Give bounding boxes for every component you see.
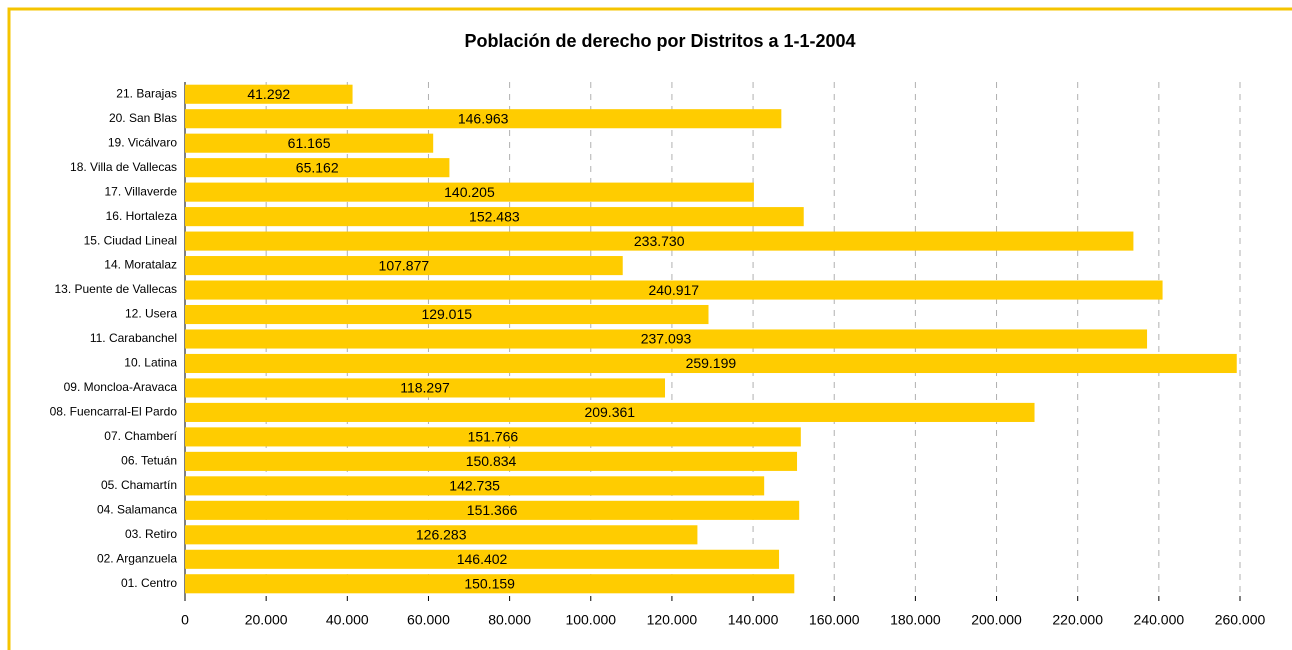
y-tick-label: 06. Tetuán — [121, 454, 177, 468]
y-tick-label: 16. Hortaleza — [106, 209, 178, 223]
value-label: 118.297 — [400, 380, 450, 396]
y-tick-label: 21. Barajas — [116, 86, 177, 100]
bar — [185, 256, 623, 276]
value-label: 150.834 — [466, 453, 517, 469]
value-label: 240.917 — [648, 282, 699, 298]
bar — [185, 378, 666, 398]
value-label: 61.165 — [288, 135, 331, 151]
bar — [185, 525, 698, 545]
y-tick-label: 09. Moncloa-Aravaca — [64, 380, 178, 394]
bar — [185, 158, 450, 178]
y-tick-label: 08. Fuencarral-El Pardo — [50, 405, 178, 419]
bar — [185, 231, 1134, 251]
bar — [185, 353, 1237, 374]
x-tick-label: 140.000 — [728, 612, 779, 628]
value-label: 41.292 — [247, 86, 290, 102]
y-tick-label: 10. Latina — [124, 356, 177, 370]
bar — [185, 427, 801, 447]
bar — [185, 84, 353, 104]
value-label: 259.199 — [686, 355, 737, 371]
value-label: 107.877 — [379, 257, 430, 273]
x-tick-label: 260.000 — [1215, 612, 1266, 628]
y-tick-label: 04. Salamanca — [97, 503, 177, 517]
bar — [185, 402, 1035, 422]
bar — [185, 207, 804, 227]
y-tick-label: 18. Villa de Vallecas — [70, 160, 177, 174]
y-tick-label: 14. Moratalaz — [104, 258, 177, 272]
value-label: 146.402 — [457, 551, 508, 567]
frame — [7, 7, 1292, 650]
value-label: 237.093 — [641, 331, 692, 347]
y-tick-label: 01. Centro — [121, 576, 177, 590]
value-label: 151.366 — [467, 502, 518, 518]
value-label: 150.159 — [464, 575, 515, 591]
x-tick-label: 220.000 — [1052, 612, 1103, 628]
value-label: 129.015 — [421, 306, 472, 322]
chart-title: Población de derecho por Distritos a 1-1… — [464, 31, 855, 51]
bar — [185, 182, 754, 202]
y-tick-label: 17. Villaverde — [105, 184, 178, 198]
y-tick-label: 19. Vicálvaro — [108, 135, 177, 149]
x-tick-label: 60.000 — [407, 612, 450, 628]
bar — [185, 329, 1148, 349]
bar — [185, 549, 780, 569]
x-tick-label: 120.000 — [647, 612, 698, 628]
x-tick-label: 160.000 — [809, 612, 860, 628]
x-tick-label: 200.000 — [971, 612, 1022, 628]
x-tick-label: 100.000 — [565, 612, 616, 628]
bar — [185, 451, 798, 471]
value-label: 146.963 — [458, 110, 509, 126]
y-tick-label: 20. San Blas — [109, 111, 177, 125]
x-tick-label: 240.000 — [1134, 612, 1185, 628]
x-tick-label: 80.000 — [488, 612, 531, 628]
bar — [185, 133, 434, 153]
y-tick-label: 13. Puente de Vallecas — [54, 282, 177, 296]
y-tick-label: 03. Retiro — [125, 527, 177, 541]
value-label: 209.361 — [584, 404, 635, 420]
value-label: 65.162 — [296, 159, 339, 175]
value-label: 140.205 — [444, 184, 495, 200]
bar — [185, 500, 800, 520]
y-tick-label: 02. Arganzuela — [97, 551, 177, 565]
y-tick-label: 05. Chamartín — [101, 478, 177, 492]
value-label: 152.483 — [469, 208, 520, 224]
x-tick-label: 0 — [181, 612, 189, 628]
bar — [185, 476, 765, 496]
y-tick-label: 11. Carabanchel — [90, 331, 177, 345]
bar — [185, 304, 709, 325]
x-tick-label: 20.000 — [245, 612, 288, 628]
y-tick-label: 07. Chamberí — [104, 429, 177, 443]
x-tick-label: 180.000 — [890, 612, 941, 628]
value-label: 151.766 — [468, 429, 519, 445]
y-tick-label: 15. Ciudad Lineal — [84, 233, 177, 247]
bar — [185, 574, 795, 594]
value-label: 126.283 — [416, 527, 467, 543]
bar — [185, 280, 1163, 300]
value-label: 233.730 — [634, 233, 685, 249]
bar — [185, 109, 782, 129]
y-tick-label: 12. Usera — [125, 307, 177, 321]
x-tick-label: 40.000 — [326, 612, 369, 628]
value-label: 142.735 — [449, 478, 500, 494]
